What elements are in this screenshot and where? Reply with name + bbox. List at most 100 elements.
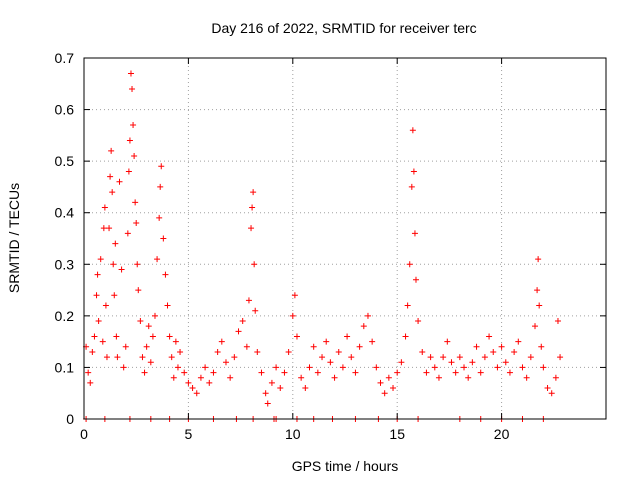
x-tick-label: 15 [389, 426, 405, 442]
data-point [302, 385, 309, 392]
data-point [149, 333, 156, 340]
data-point [448, 359, 455, 366]
data-point [160, 235, 167, 242]
data-point [348, 354, 355, 361]
data-point [109, 189, 116, 196]
data-point [293, 333, 300, 340]
data-point [156, 214, 163, 221]
data-point [122, 343, 129, 350]
data-point [390, 385, 397, 392]
data-point [214, 348, 221, 355]
data-point [377, 379, 384, 386]
x-tick-label: 5 [185, 426, 193, 442]
data-point [394, 369, 401, 376]
data-point [406, 261, 413, 268]
y-tick-label: 0.3 [55, 256, 75, 272]
data-point [85, 369, 92, 376]
data-point [440, 354, 447, 361]
data-point [127, 70, 134, 77]
data-point [102, 302, 109, 309]
data-point [95, 318, 102, 325]
data-point [481, 354, 488, 361]
data-point [535, 256, 542, 263]
data-point [133, 220, 140, 227]
data-point [110, 261, 117, 268]
data-point [494, 364, 501, 371]
data-point [364, 312, 371, 319]
data-point [114, 354, 121, 361]
data-point [107, 173, 114, 180]
y-tick-label: 0.4 [55, 205, 75, 221]
data-point [409, 127, 416, 134]
data-point [285, 348, 292, 355]
data-point [185, 379, 192, 386]
data-point [431, 364, 438, 371]
data-point [456, 354, 463, 361]
data-point [402, 333, 409, 340]
data-point [248, 225, 255, 232]
data-point [254, 348, 261, 355]
data-point [415, 318, 422, 325]
data-point [385, 374, 392, 381]
data-point [552, 374, 559, 381]
data-point [222, 359, 229, 366]
data-point [411, 230, 418, 237]
data-point [97, 256, 104, 263]
data-point [410, 168, 417, 175]
data-point [498, 343, 505, 350]
data-point [235, 328, 242, 335]
data-point [112, 240, 119, 247]
y-tick-label: 0.5 [55, 153, 75, 169]
data-point [548, 390, 555, 397]
data-point [177, 348, 184, 355]
data-point [444, 338, 451, 345]
data-point [239, 318, 246, 325]
x-tick-label: 0 [80, 426, 88, 442]
data-point [289, 312, 296, 319]
data-point [373, 364, 380, 371]
data-point [273, 364, 280, 371]
data-point [170, 374, 177, 381]
chart-title: Day 216 of 2022, SRMTID for receiver ter… [211, 20, 476, 36]
data-point [210, 369, 217, 376]
data-point [352, 369, 359, 376]
data-point [251, 261, 258, 268]
data-point [335, 348, 342, 355]
data-point [473, 343, 480, 350]
data-point [419, 348, 426, 355]
data-point [130, 122, 137, 129]
data-point [408, 183, 415, 190]
data-point [291, 292, 298, 299]
data-point [157, 183, 164, 190]
data-point [250, 189, 257, 196]
data-point [108, 147, 115, 154]
data-point [360, 323, 367, 330]
data-point [536, 302, 543, 309]
data-point [154, 256, 161, 263]
data-point [94, 271, 101, 278]
data-point [506, 369, 513, 376]
data-point [461, 364, 468, 371]
data-point [281, 369, 288, 376]
data-point [339, 364, 346, 371]
data-point [452, 369, 459, 376]
data-point [132, 199, 139, 206]
data-point [515, 338, 522, 345]
x-tick-label: 10 [285, 426, 301, 442]
data-point [103, 354, 110, 361]
data-point [125, 168, 132, 175]
data-point [527, 354, 534, 361]
y-axis-label: SRMTID / TECUs [6, 183, 22, 293]
data-point [162, 271, 169, 278]
data-point [189, 385, 196, 392]
x-tick-label: 20 [494, 426, 510, 442]
data-point [118, 266, 125, 273]
data-point [202, 364, 209, 371]
data-point [126, 137, 133, 144]
data-point [306, 364, 313, 371]
data-point [111, 292, 118, 299]
data-point [181, 369, 188, 376]
data-point [486, 333, 493, 340]
data-point [532, 323, 539, 330]
